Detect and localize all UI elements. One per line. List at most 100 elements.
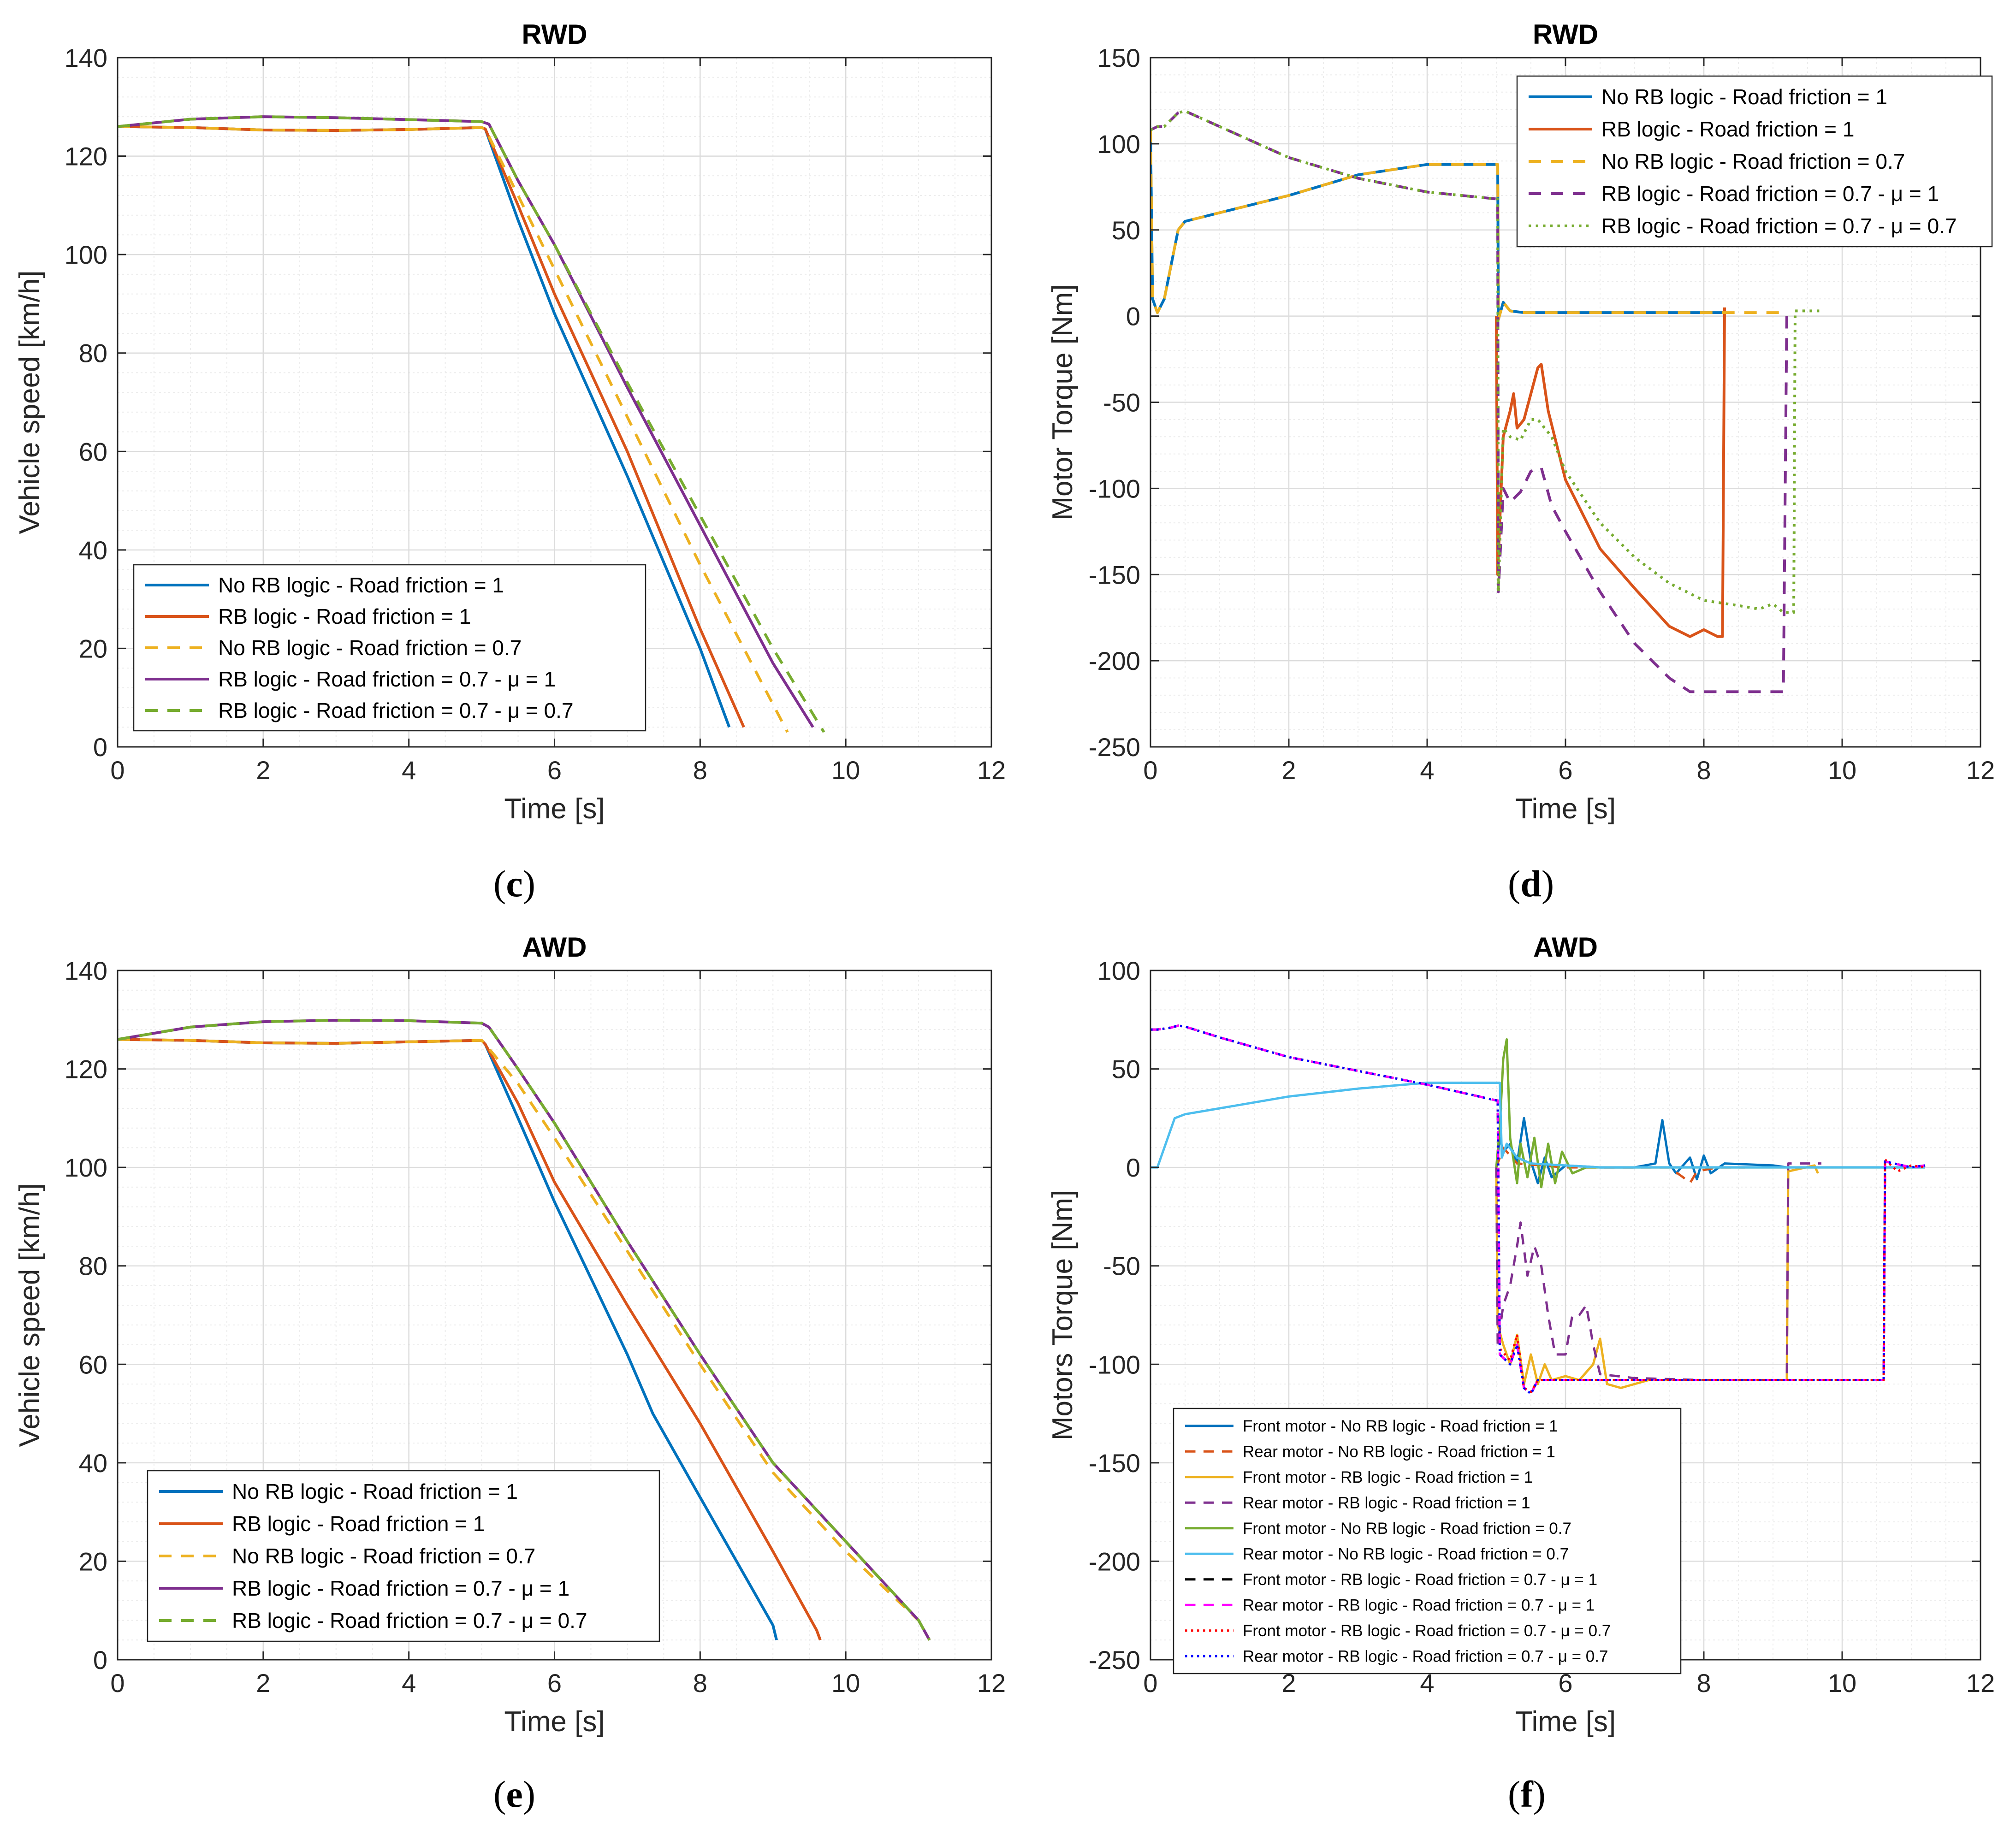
legend-entry: Front motor - RB logic - Road friction =…	[1243, 1622, 1611, 1640]
x-tick-label: 2	[1281, 756, 1296, 785]
x-tick-label: 10	[1828, 756, 1856, 785]
x-tick-label: 0	[1143, 1668, 1157, 1698]
series-line-front-motor-rb-logic-road-friction-0-7-1	[1150, 1024, 1926, 1395]
x-tick-label: 6	[547, 756, 562, 785]
chart-title: AWD	[1533, 932, 1598, 963]
series-group	[118, 1018, 931, 1641]
legend: Front motor - No RB logic - Road frictio…	[1173, 1408, 1682, 1674]
legend-entry: RB logic - Road friction = 1	[1601, 117, 1854, 141]
legend-entry: RB logic - Road friction = 0.7 - μ = 0.7	[232, 1609, 587, 1633]
y-tick-label: 100	[65, 240, 107, 269]
x-tick-label: 8	[1696, 1668, 1711, 1698]
x-tick-label: 8	[693, 756, 707, 785]
y-tick-label: -50	[1103, 388, 1140, 417]
y-tick-label: 20	[79, 1547, 107, 1576]
legend-entry: RB logic - Road friction = 0.7 - μ = 0.7	[1601, 214, 1957, 238]
legend-entry: RB logic - Road friction = 0.7 - μ = 0.7	[218, 698, 574, 722]
legend-entry: RB logic - Road friction = 0.7 - μ = 1	[1601, 182, 1939, 206]
series-line-rear-motor-no-rb-logic-road-friction-0-7	[1150, 1082, 1925, 1169]
y-tick-label: 100	[65, 1153, 107, 1182]
y-tick-label: 40	[79, 1449, 107, 1478]
y-axis-label: Motors Torque [Nm]	[1047, 1190, 1079, 1440]
x-tick-label: 6	[547, 1668, 562, 1698]
x-tick-label: 8	[693, 1668, 707, 1698]
y-tick-label: 0	[93, 733, 107, 762]
series-line-rear-motor-rb-logic-road-friction-0-7-0-7	[1150, 1024, 1926, 1395]
x-tick-label: 2	[256, 1668, 270, 1698]
x-tick-label: 12	[977, 756, 1006, 785]
legend-entry: Rear motor - No RB logic - Road friction…	[1243, 1545, 1569, 1563]
y-tick-label: 60	[79, 437, 107, 466]
x-tick-label: 6	[1558, 756, 1572, 785]
y-tick-label: -50	[1103, 1252, 1140, 1281]
y-tick-label: 80	[79, 339, 107, 368]
legend: No RB logic - Road friction = 1 RB logic …	[133, 564, 646, 732]
y-tick-label: -100	[1089, 1350, 1140, 1379]
series-line-rb-logic-road-friction-0-7-0-7	[118, 1018, 931, 1641]
x-tick-label: 12	[977, 1668, 1006, 1698]
y-tick-label: 100	[1097, 130, 1140, 159]
y-tick-label: -250	[1089, 1645, 1140, 1674]
legend-entry: No RB logic - Road friction = 0.7	[218, 636, 522, 660]
legend-box	[1173, 1408, 1682, 1674]
y-tick-label: 120	[65, 1055, 107, 1084]
chart-panel-d: 0 2 4 6 8 10 12 -250 -200 -150 -100 -50 0 50 100 150 RWD…	[1047, 19, 1995, 825]
y-tick-label: 0	[1126, 1153, 1140, 1182]
legend-entry: Rear motor - RB logic - Road friction = …	[1243, 1597, 1595, 1615]
series-line-rb-logic-road-friction-0-7-0-7	[1150, 109, 1821, 614]
x-tick-label: 0	[110, 1668, 125, 1698]
y-tick-label: 100	[1097, 956, 1140, 985]
y-tick-label: 140	[65, 956, 107, 985]
y-axis-label: Motor Torque [Nm]	[1047, 284, 1079, 520]
x-tick-label: 12	[1966, 756, 1995, 785]
series-line-rb-logic-road-friction-0-7-1	[1150, 109, 1788, 693]
legend: No RB logic - Road friction = 1 RB logic …	[147, 1470, 660, 1642]
y-tick-label: 50	[1112, 1055, 1140, 1084]
series-line-front-motor-rb-logic-road-friction-0-7-0-7	[1150, 1024, 1926, 1393]
series-line-no-rb-logic-road-friction-0-7	[118, 1038, 931, 1641]
y-tick-label: 0	[1126, 302, 1140, 331]
y-tick-label: 150	[1097, 43, 1140, 72]
y-tick-label: 140	[65, 43, 107, 72]
y-axis-label: Vehicle speed [km/h]	[14, 270, 46, 534]
series-line-rb-logic-road-friction-0-7-1	[118, 115, 814, 728]
x-tick-label: 2	[256, 756, 270, 785]
x-tick-label: 10	[831, 756, 860, 785]
legend-entry: RB logic - Road friction = 1	[232, 1512, 485, 1536]
x-tick-label: 8	[1696, 756, 1711, 785]
x-axis-label: Time [s]	[504, 1706, 605, 1738]
caption-c: (c)	[493, 863, 536, 905]
legend-entry: Rear motor - No RB logic - Road friction…	[1243, 1443, 1555, 1461]
y-tick-label: 0	[93, 1645, 107, 1674]
y-axis-label: Vehicle speed [km/h]	[14, 1183, 46, 1447]
series-line-front-motor-no-rb-logic-road-friction-0-7	[1495, 1038, 1925, 1189]
series-line-rear-motor-rb-logic-road-friction-0-7-1	[1150, 1024, 1926, 1395]
series-line-front-motor-rb-logic-road-friction-1	[1495, 1164, 1819, 1389]
y-tick-label: -250	[1089, 733, 1140, 762]
y-tick-label: 40	[79, 536, 107, 565]
y-tick-label: -200	[1089, 646, 1140, 675]
legend-entry: No RB logic - Road friction = 1	[218, 573, 504, 597]
x-tick-label: 4	[402, 756, 416, 785]
legend-entry: Rear motor - RB logic - Road friction = …	[1243, 1494, 1530, 1512]
y-tick-label: 20	[79, 634, 107, 663]
chart-title: RWD	[1533, 19, 1598, 50]
caption-f: (f)	[1508, 1773, 1546, 1815]
y-tick-label: 60	[79, 1350, 107, 1379]
series-line-rb-logic-road-friction-1	[1495, 307, 1726, 638]
legend-entry: No RB logic - Road friction = 1	[232, 1479, 518, 1503]
legend-box	[1516, 75, 1993, 248]
x-tick-label: 10	[831, 1668, 860, 1698]
x-tick-label: 10	[1828, 1668, 1856, 1698]
legend-entry: RB logic - Road friction = 1	[218, 604, 471, 628]
series-group	[1150, 1024, 1926, 1395]
x-tick-label: 12	[1966, 1668, 1995, 1698]
series-group	[118, 115, 825, 733]
x-tick-label: 0	[1143, 756, 1157, 785]
series-group	[1150, 109, 1821, 693]
y-tick-label: 80	[79, 1252, 107, 1281]
series-line-rear-motor-no-rb-logic-road-friction-1	[1495, 1146, 1745, 1184]
